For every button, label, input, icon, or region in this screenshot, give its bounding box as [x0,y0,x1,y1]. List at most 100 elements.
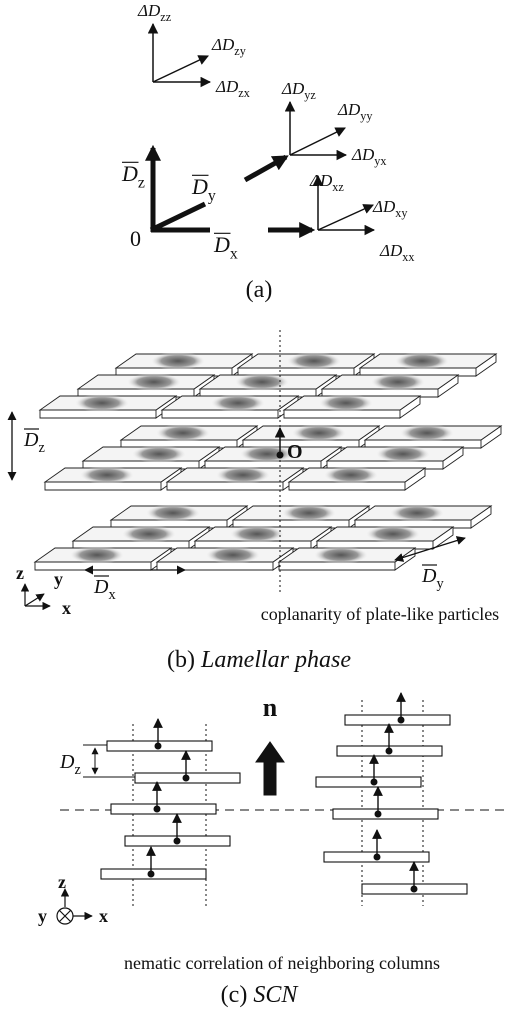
spacing-label: Dz [23,429,45,456]
dot [374,854,380,860]
thick-arrow [245,157,286,180]
dot [398,717,404,723]
dot [183,775,189,781]
label-sub: z [74,762,80,778]
caption-label: (b) [167,647,195,673]
label-sub: z [138,175,145,192]
vector-label: ΔDyy [337,100,373,123]
axis-label: x [62,598,71,618]
plate [83,445,219,469]
plate [238,352,374,376]
plate [289,466,425,490]
plate [195,525,331,549]
plate [78,373,214,397]
particle-shade [281,504,337,522]
label-sub: zy [234,44,246,58]
spacing-label: Dx [93,576,116,603]
label-sub: z [38,440,44,456]
label-sub: yz [304,88,316,102]
plate [284,394,420,418]
particle-shade [79,466,135,484]
particle-shade [131,445,187,463]
plate [111,504,247,528]
particle-shade [234,373,290,391]
vector-label: ΔDxz [309,171,344,194]
director-label: n [263,693,278,722]
particle-shade [74,394,130,412]
plate [45,466,181,490]
plate [73,525,209,549]
caption-name: SCN [253,982,299,1008]
origin-label: 0 [130,226,141,251]
particle-shade [126,373,182,391]
particle-shade [291,424,347,442]
label-main: D [213,232,230,257]
label-main: ΔD [379,241,403,260]
panel-a [151,24,374,232]
caption: (b)Lamellar phase [167,647,351,673]
mean-label: Dz [121,161,145,192]
plate [205,445,341,469]
plate [365,424,501,448]
vector-label: ΔDyz [281,79,316,102]
plate [279,546,415,570]
plate [233,504,369,528]
label-sub: yy [360,109,373,123]
particle-shade [318,394,374,412]
vector-label: ΔDzy [211,35,247,58]
plate [167,466,303,490]
vector-label: ΔDzz [137,1,172,24]
vector-label: ΔDzx [215,77,250,100]
plate [40,394,176,418]
label-sub: yx [374,154,386,168]
note: nematic correlation of neighboring colum… [124,953,440,973]
particle-shade [215,466,271,484]
caption: (c)SCN [221,982,300,1008]
spacing-label: Dz [59,751,81,778]
vector-label: ΔDxy [372,197,408,220]
dot [148,871,154,877]
particle-shade [150,352,206,370]
particle-shade [370,373,426,391]
label-main: ΔD [372,197,396,216]
origin-label: O [287,441,303,463]
axis-label: y [38,906,47,926]
caption: (a) [246,277,273,303]
panel-c [57,693,505,924]
axis-label: z [16,563,24,583]
particle-shade [205,546,261,564]
plate [360,352,496,376]
mean-label: Dy [191,174,216,205]
particle-shade [375,445,431,463]
particle-shade [229,525,285,543]
label-sub: xy [395,206,408,220]
caption-name: Lamellar phase [200,647,351,673]
dot [174,838,180,844]
spacing-label: Dy [421,565,444,592]
plate [157,546,293,570]
axis-arrow [25,594,44,606]
plate [200,373,336,397]
dot [277,452,283,458]
column-plate [111,804,216,814]
label-main: D [23,429,39,451]
thick-line [151,204,205,230]
label-sub: x [230,246,238,263]
column-plate [333,809,438,819]
particle-shade [286,352,342,370]
axis-label: x [99,906,108,926]
particle-shade [121,525,177,543]
label-sub: zz [160,10,171,24]
caption-label: (c) [221,982,248,1008]
particle-shade [145,504,201,522]
plate [121,424,257,448]
dot [154,806,160,812]
particle-shade [155,424,211,442]
vector-label: ΔDyx [351,145,387,168]
particle-shade [210,394,266,412]
particle-shade [365,525,421,543]
particle-shade [389,504,445,522]
dot [386,748,392,754]
plate [322,373,458,397]
plate [243,424,379,448]
